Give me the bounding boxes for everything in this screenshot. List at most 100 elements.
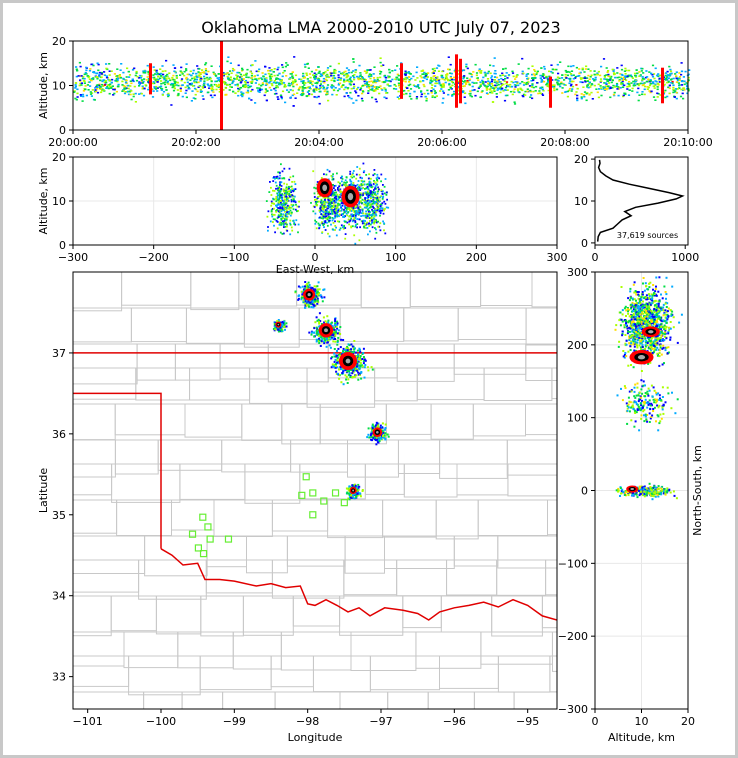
source-mark — [168, 77, 171, 80]
source-mark — [461, 83, 464, 85]
source-mark — [618, 79, 621, 81]
source-mark — [509, 90, 513, 93]
source-mark — [370, 88, 373, 91]
source-mark — [375, 203, 378, 206]
source-mark — [373, 66, 376, 68]
source-mark — [286, 211, 288, 214]
source-mark — [101, 83, 104, 86]
source-mark — [331, 209, 334, 212]
source-mark — [368, 225, 371, 227]
source-mark — [402, 80, 405, 82]
source-mark — [374, 98, 377, 101]
source-mark — [597, 96, 600, 99]
source-mark — [344, 227, 347, 229]
source-mark — [274, 181, 277, 184]
source-mark — [360, 359, 362, 361]
source-mark — [578, 75, 581, 77]
source-mark — [110, 81, 113, 84]
source-mark — [325, 210, 328, 213]
source-mark — [172, 89, 176, 92]
source-mark — [309, 82, 312, 84]
source-mark — [374, 185, 377, 188]
source-mark — [239, 80, 242, 82]
source-mark — [372, 77, 376, 79]
source-mark — [267, 210, 270, 213]
source-mark — [397, 78, 400, 80]
source-mark — [342, 84, 345, 86]
source-mark — [341, 213, 344, 215]
source-mark — [317, 301, 320, 304]
source-mark — [682, 87, 685, 89]
source-mark — [281, 66, 284, 69]
source-mark — [138, 82, 141, 84]
source-mark — [519, 87, 522, 90]
source-mark — [516, 89, 520, 92]
source-mark — [435, 80, 438, 83]
source-mark — [284, 222, 287, 225]
source-mark — [417, 84, 420, 86]
source-mark — [541, 75, 544, 78]
source-mark — [323, 321, 326, 324]
source-mark — [319, 75, 322, 78]
source-mark — [116, 76, 119, 78]
source-mark — [284, 207, 286, 210]
source-mark — [276, 68, 279, 71]
source-mark — [362, 162, 365, 165]
source-mark — [255, 79, 259, 82]
source-mark — [294, 208, 297, 211]
source-mark — [652, 85, 655, 88]
county-outline — [496, 559, 547, 596]
source-mark — [666, 74, 669, 77]
source-mark — [193, 87, 197, 90]
source-mark — [374, 200, 377, 203]
county-outline — [241, 403, 283, 441]
source-mark — [371, 210, 374, 212]
source-mark — [202, 71, 206, 73]
source-mark — [418, 87, 421, 89]
source-mark — [404, 78, 407, 81]
source-mark — [282, 224, 285, 226]
source-mark — [670, 78, 673, 80]
source-mark — [688, 69, 691, 71]
source-mark — [327, 339, 330, 342]
source-mark — [352, 172, 354, 175]
source-mark — [499, 74, 502, 77]
source-mark — [380, 87, 383, 90]
source-mark — [279, 183, 282, 185]
source-mark — [370, 217, 372, 219]
source-mark — [99, 87, 102, 89]
source-mark — [332, 201, 335, 204]
source-mark — [198, 75, 201, 78]
source-mark — [208, 78, 211, 80]
source-mark — [361, 198, 364, 201]
source-mark — [265, 99, 268, 102]
source-mark — [637, 99, 640, 102]
county-outline — [387, 691, 429, 709]
source-mark — [328, 215, 330, 218]
county-outline — [473, 691, 515, 709]
source-mark — [327, 319, 330, 322]
source-mark — [290, 206, 293, 209]
source-mark — [301, 295, 304, 297]
source-mark — [113, 88, 116, 91]
source-mark — [75, 98, 78, 101]
source-mark — [140, 92, 143, 95]
source-mark — [280, 163, 282, 166]
source-mark — [498, 81, 501, 83]
source-mark — [318, 322, 321, 325]
source-mark — [496, 89, 499, 91]
source-mark — [378, 209, 381, 212]
source-mark — [332, 204, 335, 207]
source-mark — [90, 79, 93, 82]
source-mark — [96, 86, 99, 88]
source-mark — [488, 81, 492, 84]
source-mark — [489, 72, 492, 75]
source-mark — [291, 229, 294, 232]
source-mark — [321, 214, 324, 217]
source-mark — [547, 79, 550, 81]
source-mark — [134, 74, 137, 77]
source-mark — [360, 187, 363, 190]
source-mark — [145, 79, 148, 81]
source-mark — [336, 206, 339, 209]
source-mark — [556, 83, 560, 86]
